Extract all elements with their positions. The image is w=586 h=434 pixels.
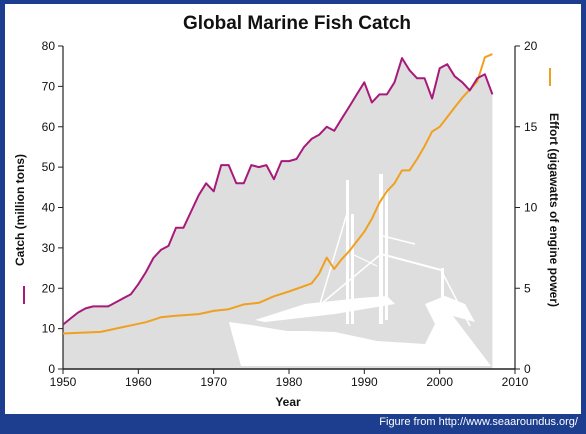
y-left-tick-label: 10 [42, 322, 56, 336]
x-tick-label: 1960 [125, 375, 152, 389]
y-axis-right-label: Effort (gigawatts of engine power) [547, 113, 561, 307]
y-left-tick-label: 0 [48, 362, 55, 376]
y-left-tick-label: 50 [42, 160, 56, 174]
y-right-tick-label: 10 [524, 201, 538, 215]
y-left-tick-label: 70 [42, 79, 56, 93]
chart-title: Global Marine Fish Catch [183, 13, 411, 34]
y-right-tick-label: 0 [524, 362, 531, 376]
y-left-tick-label: 40 [42, 201, 56, 215]
y-axis-left-label: Catch (million tons) [13, 154, 27, 266]
y-right-tick-label: 5 [524, 281, 531, 295]
figure-frame: Global Marine Fish Catch [5, 4, 581, 414]
x-tick-label: 2010 [502, 375, 529, 389]
catch-area [63, 58, 493, 369]
y-right-tick-label: 20 [524, 39, 538, 53]
chart: Global Marine Fish Catch [13, 13, 561, 409]
x-tick-label: 1970 [200, 375, 227, 389]
y-right-tick-label: 15 [524, 120, 538, 134]
y-left-tick-label: 20 [42, 281, 56, 295]
y-left-tick-label: 60 [42, 120, 56, 134]
x-tick-label: 1990 [351, 375, 378, 389]
x-axis-label: Year [275, 395, 301, 409]
effort-series-line [62, 53, 493, 335]
x-tick-label: 1980 [276, 375, 303, 389]
catch-series-line [62, 57, 494, 326]
x-tick-label: 2000 [426, 375, 453, 389]
x-tick-label: 1950 [50, 375, 77, 389]
y-left-tick-label: 30 [42, 241, 56, 255]
source-credit: Figure from http://www.seaaroundus.org/ [379, 416, 578, 428]
y-left-tick-label: 80 [42, 39, 56, 53]
